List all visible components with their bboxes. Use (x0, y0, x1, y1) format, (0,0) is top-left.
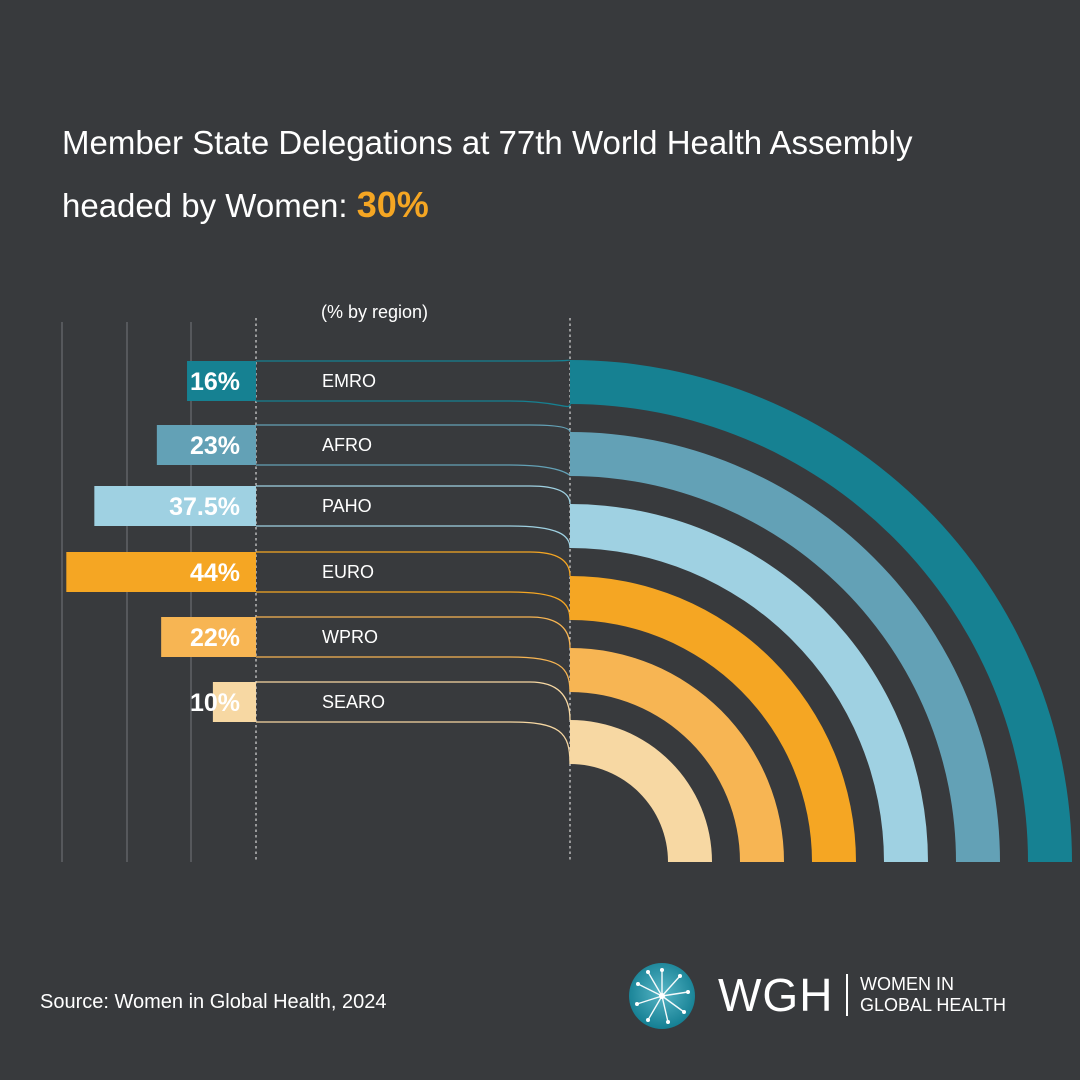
logo-name-line-1: WOMEN IN (860, 974, 954, 994)
title-line-1: Member State Delegations at 77th World H… (62, 124, 913, 161)
category-label-wpro: WPRO (322, 627, 378, 647)
arc-band-afro (570, 432, 1000, 862)
value-label-wpro: 22% (190, 624, 240, 652)
value-labels: 16% 23% 37.5% 44% 22% 10% (169, 368, 240, 717)
value-label-afro: 23% (190, 432, 240, 460)
page-title: Member State Delegations at 77th World H… (62, 112, 1022, 237)
logo-name: WOMEN IN GLOBAL HEALTH (860, 974, 1060, 1016)
source-note: Source: Women in Global Health, 2024 (40, 991, 387, 1013)
connector-wpro (256, 616, 571, 693)
bars (66, 361, 256, 722)
title-line-2: headed by Women: (62, 187, 357, 224)
category-label-afro: AFRO (322, 435, 372, 455)
category-label-euro: EURO (322, 562, 374, 582)
category-label-paho: PAHO (322, 496, 372, 516)
title-highlight: 30% (356, 184, 429, 225)
logo-name-line-2: GLOBAL HEALTH (860, 995, 1007, 1015)
arc-band-paho (570, 504, 928, 862)
bar-emro (187, 361, 256, 401)
globe-icon (629, 963, 695, 1029)
arc-band-searo (570, 720, 712, 862)
connector-searo (256, 681, 571, 765)
connector-emro (256, 359, 571, 408)
value-label-searo: 10% (190, 689, 240, 717)
wgh-logo: WGH WOMEN IN GLOBAL HEALTH (628, 962, 1068, 1034)
bar-paho (94, 486, 256, 526)
value-label-paho: 37.5% (169, 493, 240, 521)
logo-divider (846, 974, 848, 1016)
bar-wpro (161, 617, 256, 657)
arc-band-euro (570, 576, 856, 862)
arc-band-wpro (570, 648, 784, 862)
category-label-searo: SEARO (322, 692, 385, 712)
bar-euro (66, 552, 256, 592)
bar-afro (156, 425, 256, 465)
category-labels: EMRO AFRO PAHO EURO WPRO SEARO (322, 371, 385, 712)
arc-bands (256, 359, 1072, 862)
connector-afro (256, 424, 571, 477)
connector-paho (256, 485, 571, 549)
chart-subtitle: (% by region) (321, 302, 429, 322)
value-label-euro: 44% (190, 559, 240, 587)
bar-searo (212, 682, 256, 722)
category-label-emro: EMRO (322, 371, 376, 391)
connector-euro (256, 551, 571, 621)
arc-band-emro (570, 360, 1072, 862)
value-label-emro: 16% (190, 368, 240, 396)
logo-abbreviation: WGH (718, 969, 834, 1021)
